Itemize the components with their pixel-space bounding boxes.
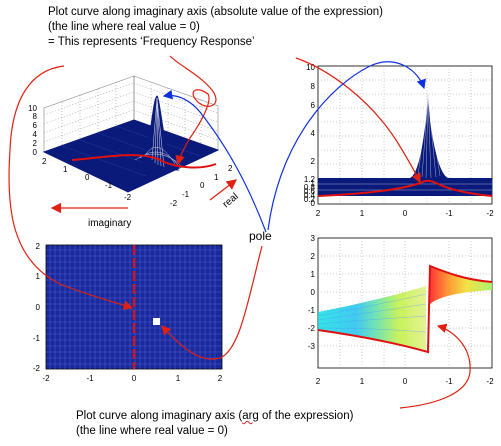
- phase-xtick: 1: [360, 377, 365, 386]
- surface-xlabel: imaginary: [88, 218, 131, 229]
- topview-xtick: 0: [132, 374, 137, 383]
- magnitude-ytick: 0.8: [304, 183, 316, 192]
- phase-ytick: -2: [308, 324, 316, 333]
- arrow-bottom-text-to-phase: [399, 323, 471, 409]
- surface-ztick: 2: [33, 139, 38, 148]
- phase-yticks: 3 2 1 0 -1 -2 -3: [308, 234, 316, 351]
- surface-imag-tick: -1: [105, 181, 113, 190]
- surface-imag-tick: 2: [42, 157, 47, 166]
- phase-xticks: 2 1 0 -1 -2: [316, 377, 494, 386]
- surface-real-tick: -1: [182, 190, 190, 199]
- surface-ztick: 8: [33, 112, 38, 121]
- topview-ytick: 1: [36, 272, 41, 281]
- surface-imag-tick: 0: [85, 173, 90, 182]
- surface-imag-tick: -2: [124, 193, 132, 202]
- magnitude-xtick: 1: [360, 209, 365, 218]
- arrow-pole-to-surface-peak: [162, 89, 267, 233]
- magnitude-ytick: 1: [311, 179, 316, 188]
- arrow-top-text-to-surface: [169, 55, 217, 166]
- surface-real-tick: -2: [170, 199, 178, 208]
- topview-xticks: -2 -1 0 1 2: [42, 374, 222, 383]
- magnitude-plot: 0 0.2 0.4 0.6 0.8 1 1.2 2 4 6 8 10 2 1 0…: [304, 63, 494, 218]
- magnitude-ytick: 6: [311, 101, 316, 110]
- annotation-top-line1: Plot curve along imaginary axis (absolut…: [48, 6, 383, 18]
- magnitude-xtick: -2: [486, 209, 494, 218]
- magnitude-xticks: 2 1 0 -1 -2: [316, 209, 494, 218]
- bottom-line1-pre: Plot curve along imaginary axis (: [76, 410, 243, 422]
- phase-xtick: 0: [403, 377, 408, 386]
- magnitude-ytick: 10: [306, 63, 315, 72]
- surface-real-ticks: -2 -1 0 1 2: [170, 164, 233, 208]
- phase-ytick: 3: [311, 234, 316, 243]
- surface-ztick: 0: [33, 148, 38, 157]
- surface-real-tick: 0: [200, 181, 205, 190]
- magnitude-ytick: 0.6: [304, 187, 316, 196]
- topview-xtick: -2: [42, 374, 50, 383]
- topview-xtick: 2: [218, 374, 223, 383]
- topview-xtick: 1: [176, 374, 181, 383]
- annotation-top-line2: (the line where real value = 0): [48, 21, 200, 33]
- topview-ytick: 0: [36, 303, 41, 312]
- topview-xtick: -1: [86, 374, 94, 383]
- topview-yticks: 2 1 0 -1 -2: [33, 242, 41, 373]
- surface-real-tick: 1: [214, 173, 219, 182]
- magnitude-xtick: 0: [403, 209, 408, 218]
- phase-xtick: 2: [316, 377, 321, 386]
- phase-xtick: -2: [486, 377, 494, 386]
- magnitude-ytick: 0.2: [304, 195, 316, 204]
- magnitude-ytick: 1.2: [304, 175, 316, 184]
- phase-ytick: 2: [311, 252, 316, 261]
- pole-label: pole: [249, 229, 272, 243]
- phase-ytick: 0: [311, 288, 316, 297]
- surface-ztick: 6: [33, 121, 38, 130]
- bottom-line1-arg: arg: [242, 410, 259, 422]
- magnitude-ytick: 2: [311, 157, 316, 166]
- surface-imag-tick: 1: [63, 165, 68, 174]
- surface-ylabel: real: [221, 191, 241, 210]
- topview-ytick: -1: [33, 334, 41, 343]
- bottom-line1-post: of the expression): [258, 410, 354, 422]
- phase-ytick: -3: [308, 342, 316, 351]
- surface-zticks: 0 2 4 6 8 10: [28, 104, 37, 157]
- arrow-pole-to-magnitude-peak: [267, 61, 426, 231]
- magnitude-ytick: 0.4: [304, 191, 316, 200]
- magnitude-ytick: 0: [311, 199, 316, 208]
- surface-real-tick: 2: [228, 164, 233, 173]
- magnitude-ytick: 8: [311, 82, 316, 91]
- magnitude-ytick: 4: [311, 129, 316, 138]
- annotation-bottom-line2: (the line where real value = 0): [76, 425, 228, 437]
- topview-plot: 2 1 0 -1 -2 -2 -1 0 1 2: [33, 242, 223, 383]
- surface-ztick: 4: [33, 130, 38, 139]
- annotation-top-line3: = This represents ‘Frequency Response’: [48, 36, 255, 48]
- arrow-top-text-to-topview: [8, 65, 134, 310]
- arrow-top-text-to-magnitude: [295, 57, 421, 184]
- surface-ztick: 10: [28, 104, 37, 113]
- phase-ytick: 1: [311, 270, 316, 279]
- annotation-bottom-line1: Plot curve along imaginary axis (arg of …: [76, 410, 353, 423]
- pole-marker: [153, 318, 160, 325]
- magnitude-yticks: 0 0.2 0.4 0.6 0.8 1 1.2 2 4 6 8 10: [304, 63, 316, 208]
- phase-plot: 3 2 1 0 -1 -2 -3 2 1 0 -1 -2: [308, 234, 494, 386]
- magnitude-xtick: 2: [316, 209, 321, 218]
- surface-imag-ticks: 2 1 0 -1 -2: [42, 157, 132, 202]
- magnitude-red-curve: [317, 179, 493, 197]
- phase-xtick: -1: [445, 377, 453, 386]
- magnitude-xtick: -1: [445, 209, 453, 218]
- surface-plot: 0 2 4 6 8 10 2 1 0 -1 -2 -2 -1 0 1 2 ima…: [28, 75, 241, 229]
- phase-ytick: -1: [308, 306, 316, 315]
- surface-red-curve: [71, 154, 217, 169]
- arrow-pole-to-marker: [161, 245, 263, 360]
- phase-red-curve: [317, 264, 493, 354]
- topview-ytick: 2: [36, 242, 41, 251]
- topview-ytick: -2: [33, 364, 41, 373]
